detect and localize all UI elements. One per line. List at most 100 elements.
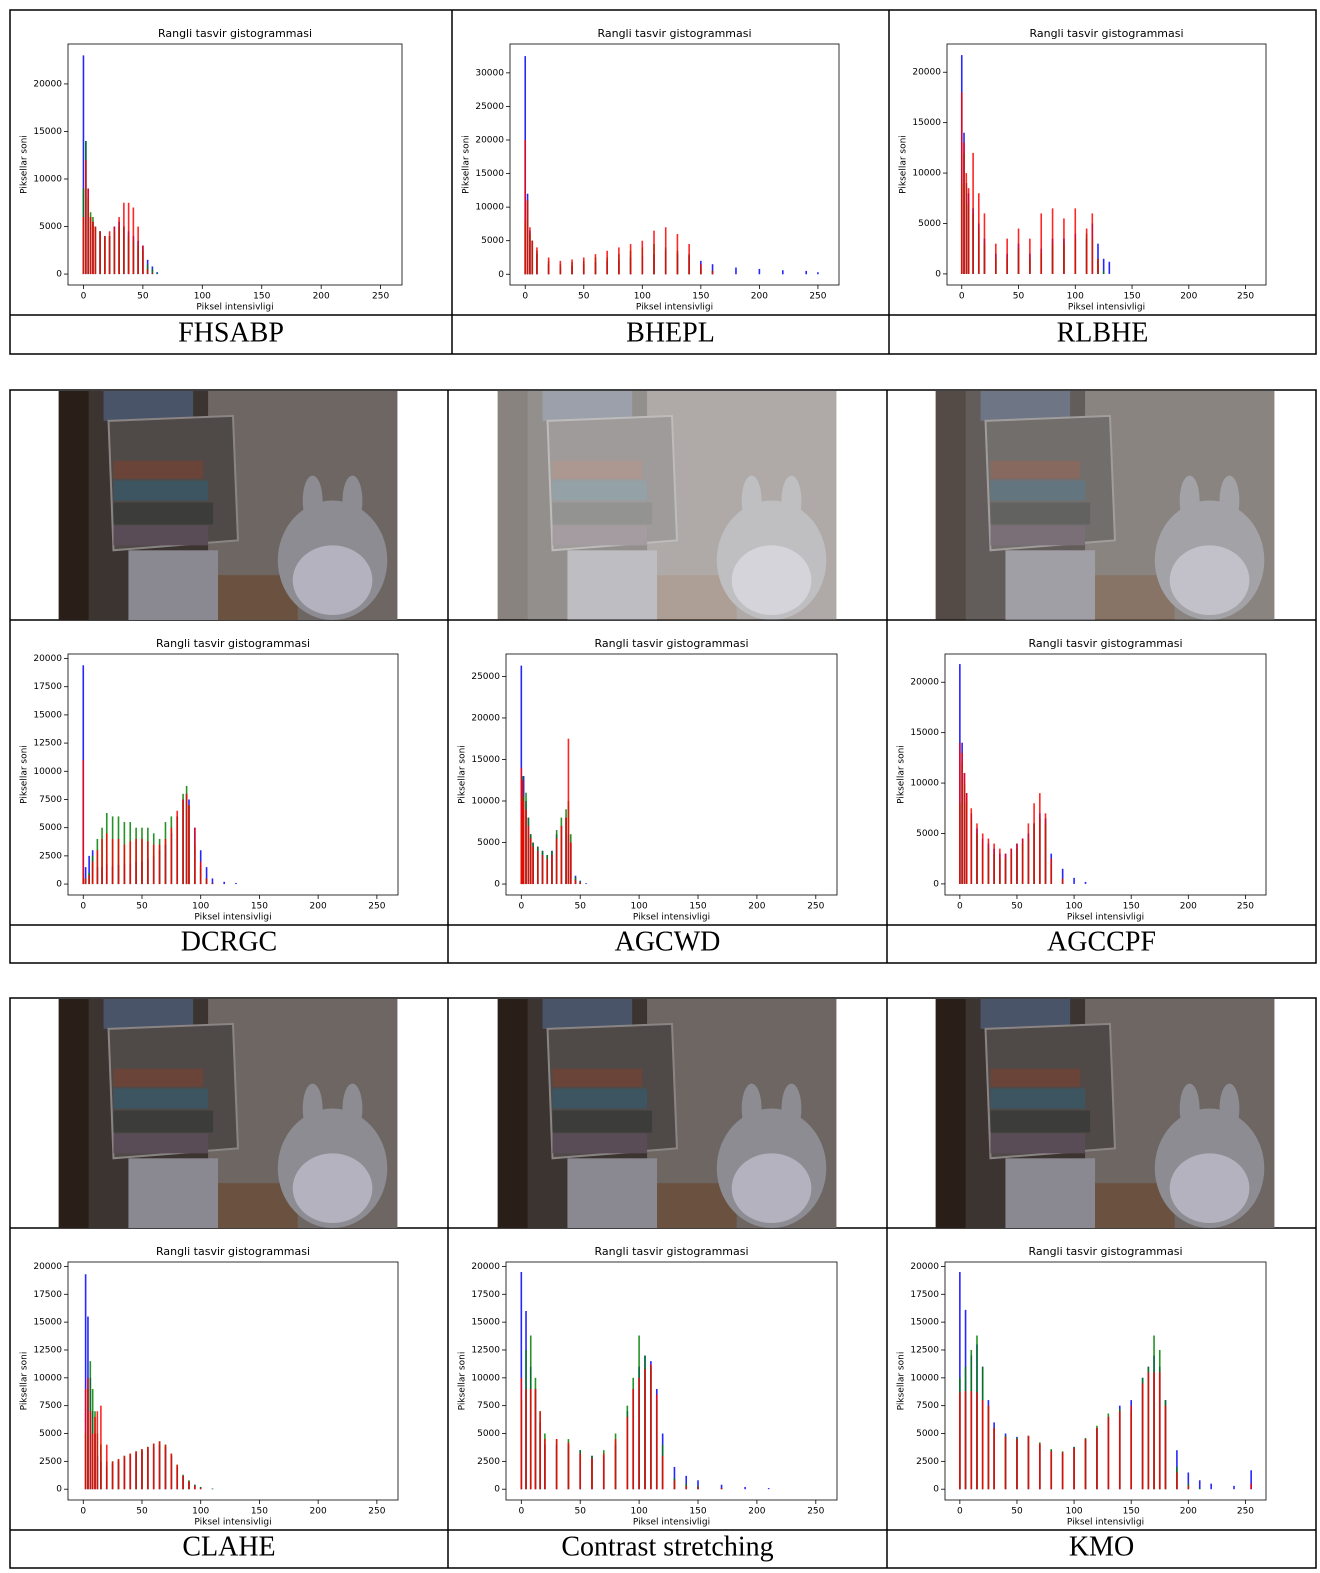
y-tick-label: 15000	[912, 118, 941, 128]
x-axis-label: Piksel intensivligi	[194, 1518, 271, 1528]
x-tick-label: 100	[1065, 902, 1082, 912]
y-tick-label: 5000	[39, 1429, 62, 1439]
histogram-bar	[188, 1481, 190, 1489]
histogram-bar	[961, 753, 963, 884]
histogram-bar	[568, 1442, 570, 1489]
y-tick-label: 20000	[910, 678, 939, 688]
histogram-bar	[976, 1392, 978, 1489]
y-axis-label: Piksellar soni	[20, 1352, 30, 1411]
histogram-bar	[212, 883, 214, 884]
histogram-bar	[817, 272, 819, 274]
y-tick-label: 17500	[471, 1290, 500, 1300]
y-tick-label: 7500	[477, 1401, 500, 1411]
y-tick-label: 12500	[471, 1345, 500, 1355]
histogram-bar	[137, 227, 139, 275]
histogram-bar	[87, 1378, 89, 1489]
histogram-bar	[571, 259, 573, 274]
histogram-bar	[1018, 229, 1020, 274]
histogram-bar	[606, 251, 608, 274]
chart-title: Rangli tasvir gistogrammasi	[594, 1245, 748, 1258]
histogram-bar	[206, 878, 208, 884]
chart-title: Rangli tasvir gistogrammasi	[1028, 637, 1182, 650]
y-tick-label: 5000	[477, 838, 500, 848]
histogram-bar	[1074, 208, 1076, 274]
y-tick-label: 15000	[910, 728, 939, 738]
histogram-bar	[1033, 803, 1035, 884]
x-tick-label: 100	[1067, 292, 1084, 302]
method-label: RLBHE	[1057, 317, 1149, 348]
x-tick-label: 200	[748, 902, 765, 912]
histogram-bar	[82, 760, 84, 884]
x-axis-label: Piksel intensivligi	[196, 303, 273, 313]
histogram-bar	[1016, 1439, 1018, 1489]
x-tick-label: 0	[957, 902, 963, 912]
plot-frame	[68, 44, 402, 285]
histogram-bar	[568, 739, 570, 884]
x-tick-label: 150	[1123, 1507, 1140, 1517]
histogram-bar	[993, 844, 995, 884]
chart-title: Rangli tasvir gistogrammasi	[1029, 27, 1183, 40]
histogram-bar	[141, 1449, 143, 1489]
y-tick-label: 5000	[39, 222, 62, 232]
chart-title: Rangli tasvir gistogrammasi	[597, 27, 751, 40]
histogram-bar	[1010, 849, 1012, 884]
histogram-bar	[1073, 1448, 1075, 1489]
y-axis-label: Piksellar soni	[897, 745, 907, 804]
histogram-bar	[182, 1476, 184, 1489]
histogram-bar	[644, 1369, 646, 1489]
histogram-bar	[118, 217, 120, 274]
histogram-bar	[565, 818, 567, 884]
x-tick-label: 50	[136, 1507, 148, 1517]
histogram-bar	[1142, 1383, 1144, 1489]
histogram-bar	[156, 273, 158, 274]
histogram-bar	[544, 1439, 546, 1489]
histogram-bar	[964, 773, 966, 884]
histogram-bar	[1085, 1439, 1087, 1489]
histogram-bar	[85, 878, 87, 884]
y-tick-label: 10000	[475, 203, 504, 213]
x-axis-label: Piksel intensivligi	[194, 913, 271, 923]
histogram-bar	[759, 269, 761, 274]
y-tick-label: 30000	[475, 68, 504, 78]
y-tick-label: 0	[935, 269, 941, 279]
y-tick-label: 20000	[475, 135, 504, 145]
y-tick-label: 17500	[33, 682, 62, 692]
histogram-bar	[638, 1378, 640, 1489]
x-tick-label: 250	[807, 1507, 824, 1517]
photo	[936, 391, 1275, 620]
x-axis-label: Piksel intensivligi	[633, 1518, 710, 1528]
histogram-bar	[570, 843, 572, 885]
histogram-bar	[1092, 213, 1094, 274]
y-tick-label: 20000	[33, 654, 62, 664]
histogram-bar	[147, 841, 149, 884]
x-tick-label: 100	[631, 902, 648, 912]
y-tick-label: 7500	[916, 1401, 939, 1411]
histogram-bar	[118, 839, 120, 884]
x-axis-label: Piksel intensivligi	[633, 913, 710, 923]
y-tick-label: 10000	[471, 796, 500, 806]
histogram-bar	[92, 862, 94, 885]
histogram-bar	[1250, 1484, 1252, 1490]
plot-frame	[68, 654, 398, 895]
histogram-bar	[1103, 271, 1105, 274]
histogram-bar	[523, 801, 525, 884]
histogram-bar	[805, 271, 807, 274]
y-tick-label: 10000	[910, 1373, 939, 1383]
x-tick-label: 200	[748, 1507, 765, 1517]
histogram-bar	[1199, 1488, 1201, 1489]
chart-title: Rangli tasvir gistogrammasi	[156, 637, 310, 650]
plot-frame	[947, 44, 1266, 285]
x-tick-label: 250	[1237, 902, 1254, 912]
y-axis-label: Piksellar soni	[897, 1352, 907, 1411]
plot-frame	[510, 44, 839, 285]
histogram-bar	[963, 143, 965, 274]
photo	[59, 999, 398, 1228]
x-tick-label: 150	[1123, 902, 1140, 912]
histogram-bar	[112, 1461, 114, 1489]
y-tick-label: 5000	[916, 829, 939, 839]
y-tick-label: 7500	[39, 795, 62, 805]
histogram-bar	[85, 1389, 87, 1489]
histogram-bar	[1153, 1372, 1155, 1489]
x-tick-label: 50	[1011, 902, 1023, 912]
histogram-bar	[129, 841, 131, 884]
